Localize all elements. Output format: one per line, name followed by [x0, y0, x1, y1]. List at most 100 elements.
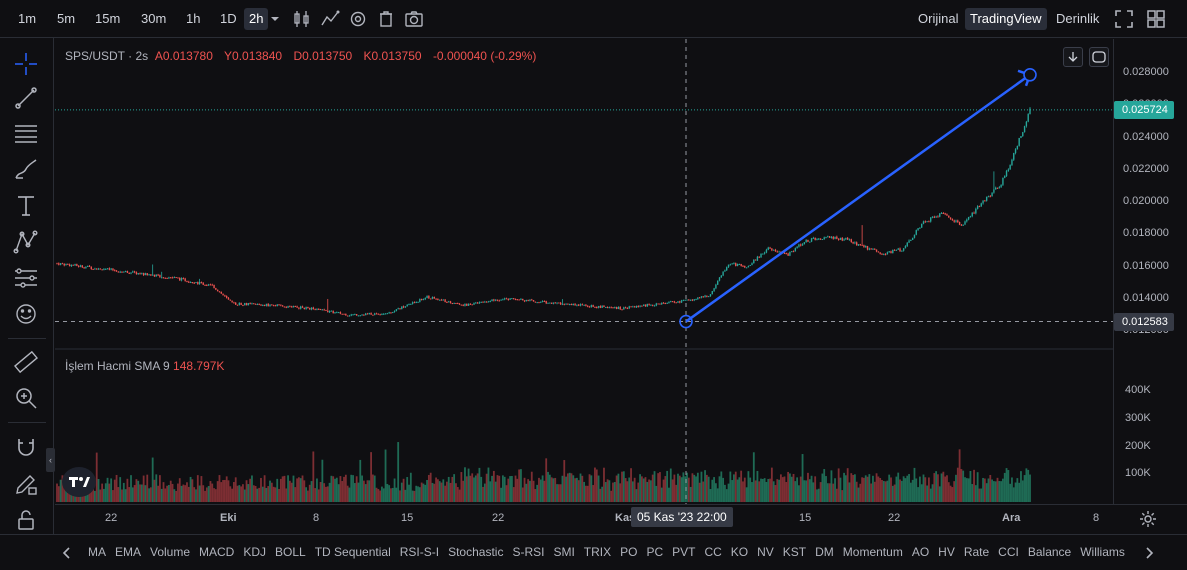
low-label: D	[293, 49, 303, 63]
candle-body	[59, 263, 62, 265]
volume-bar	[720, 471, 723, 502]
volume-bar	[200, 476, 203, 502]
timeframe-2h[interactable]: 2h	[244, 8, 269, 30]
dropdown-icon[interactable]	[268, 9, 282, 29]
crosshair-icon[interactable]	[13, 51, 39, 77]
ruler-icon[interactable]	[13, 349, 39, 375]
candle-type-icon[interactable]	[292, 9, 312, 29]
trash-icon[interactable]	[376, 9, 396, 29]
indicator-ao[interactable]: AO	[911, 545, 930, 559]
candle-body	[666, 302, 668, 304]
trendline-start-handle[interactable]	[679, 314, 693, 329]
indicator-smi[interactable]: SMI	[553, 545, 575, 559]
trendline-drawing[interactable]	[685, 73, 1031, 323]
indicator-kst[interactable]: KST	[782, 545, 807, 559]
candle-body	[381, 313, 383, 315]
indicator-ma[interactable]: MA	[88, 545, 106, 559]
volume-bar	[420, 482, 423, 502]
chart-settings-icon[interactable]	[1138, 509, 1158, 529]
brush-icon[interactable]	[13, 157, 39, 183]
candle-body	[944, 213, 946, 215]
price-chart[interactable]	[55, 39, 1113, 504]
emoji-icon[interactable]	[13, 301, 39, 327]
indicator-s-rsi[interactable]: S-RSI	[512, 545, 545, 559]
candle-body	[707, 296, 710, 298]
indicator-stochastic[interactable]: Stochastic	[448, 545, 504, 559]
indicator-po[interactable]: PO	[620, 545, 638, 559]
collapse-toolbar-button[interactable]: ‹	[46, 448, 55, 472]
indicator-volume[interactable]: Volume	[150, 545, 191, 559]
pattern-icon[interactable]	[13, 229, 39, 255]
fib-lines-icon[interactable]	[13, 121, 39, 147]
indicator-williams[interactable]: Williams	[1080, 545, 1125, 559]
indicator-balance[interactable]: Balance	[1027, 545, 1072, 559]
indicator-hv[interactable]: HV	[938, 545, 955, 559]
timeframe-1h[interactable]: 1h	[186, 11, 201, 26]
timeframe-30m[interactable]: 30m	[141, 11, 167, 26]
chart-pane[interactable]	[55, 39, 1113, 504]
candle-body	[144, 273, 147, 276]
tradingview-logo[interactable]	[62, 467, 96, 497]
timeframe-1d[interactable]: 1D	[220, 11, 237, 26]
fullscreen-icon[interactable]	[1114, 9, 1134, 29]
indicator-cci[interactable]: CCI	[998, 545, 1019, 559]
candle-body	[271, 304, 273, 306]
volume-bar	[724, 484, 726, 502]
timeframe-15m[interactable]: 15m	[95, 11, 121, 26]
indicator-trix[interactable]: TRIX	[583, 545, 612, 559]
grid-layout-icon[interactable]	[1146, 9, 1166, 29]
magnet-icon[interactable]	[13, 435, 39, 461]
trendline-icon[interactable]	[13, 85, 39, 111]
volume-bar	[148, 488, 150, 502]
volume-bar	[917, 487, 919, 502]
timeframe-5m[interactable]: 5m	[57, 11, 76, 26]
view-derinlik[interactable]: Derinlik	[1056, 11, 1100, 26]
lock-edit-icon[interactable]	[13, 471, 39, 497]
reset-chart-button[interactable]	[1089, 47, 1109, 67]
indicator-ko[interactable]: KO	[730, 545, 749, 559]
indicators-icon[interactable]	[320, 9, 340, 29]
volume-bar	[630, 468, 632, 502]
indicator-cc[interactable]: CC	[704, 545, 722, 559]
indicator-rate[interactable]: Rate	[963, 545, 990, 559]
indicator-dm[interactable]: DM	[815, 545, 834, 559]
candle-body	[180, 278, 183, 281]
indicator-boll[interactable]: BOLL	[275, 545, 306, 559]
indicator-pc[interactable]: PC	[646, 545, 664, 559]
candle-body	[475, 302, 477, 304]
lock-icon[interactable]	[13, 507, 39, 533]
candle-body	[955, 220, 957, 222]
indicator-kdj[interactable]: KDJ	[243, 545, 267, 559]
indicator-rsi-s-i[interactable]: RSI-S-I	[399, 545, 440, 559]
indicator-momentum[interactable]: Momentum	[842, 545, 903, 559]
view-orijinal[interactable]: Orijinal	[918, 11, 959, 26]
zoom-in-icon[interactable]	[13, 385, 39, 411]
time-axis[interactable]: 22 Eki 8 15 22 Kas 15 22 Ara 8	[55, 504, 1187, 534]
volume-bar	[131, 487, 134, 502]
settings-icon[interactable]	[348, 9, 368, 29]
volume-bar	[962, 470, 965, 502]
scroll-down-button[interactable]	[1063, 47, 1083, 67]
text-icon[interactable]	[13, 193, 39, 219]
camera-icon[interactable]	[404, 9, 424, 29]
candle-body	[700, 296, 703, 298]
indicator-ema[interactable]: EMA	[115, 545, 142, 559]
chevron-left-icon[interactable]	[62, 546, 72, 560]
indicator-nv[interactable]: NV	[757, 545, 774, 559]
chevron-right-icon[interactable]	[1144, 546, 1154, 560]
indicator-td-sequential[interactable]: TD Sequential	[314, 545, 391, 559]
volume-bar	[940, 473, 943, 502]
prediction-icon[interactable]	[13, 265, 39, 291]
indicator-macd[interactable]: MACD	[199, 545, 235, 559]
candle-body	[312, 307, 315, 310]
timeframe-1m[interactable]: 1m	[18, 11, 37, 26]
view-tradingview[interactable]: TradingView	[965, 8, 1047, 30]
candle-body	[128, 272, 130, 274]
indicator-pvt[interactable]: PVT	[672, 545, 696, 559]
candle-body	[300, 306, 302, 309]
trendline-end-handle[interactable]	[1023, 67, 1037, 82]
volume-bar	[474, 475, 477, 502]
current-price-badge: 0.025724	[1114, 100, 1174, 119]
candle-body	[502, 299, 504, 301]
candle-body	[139, 273, 141, 275]
